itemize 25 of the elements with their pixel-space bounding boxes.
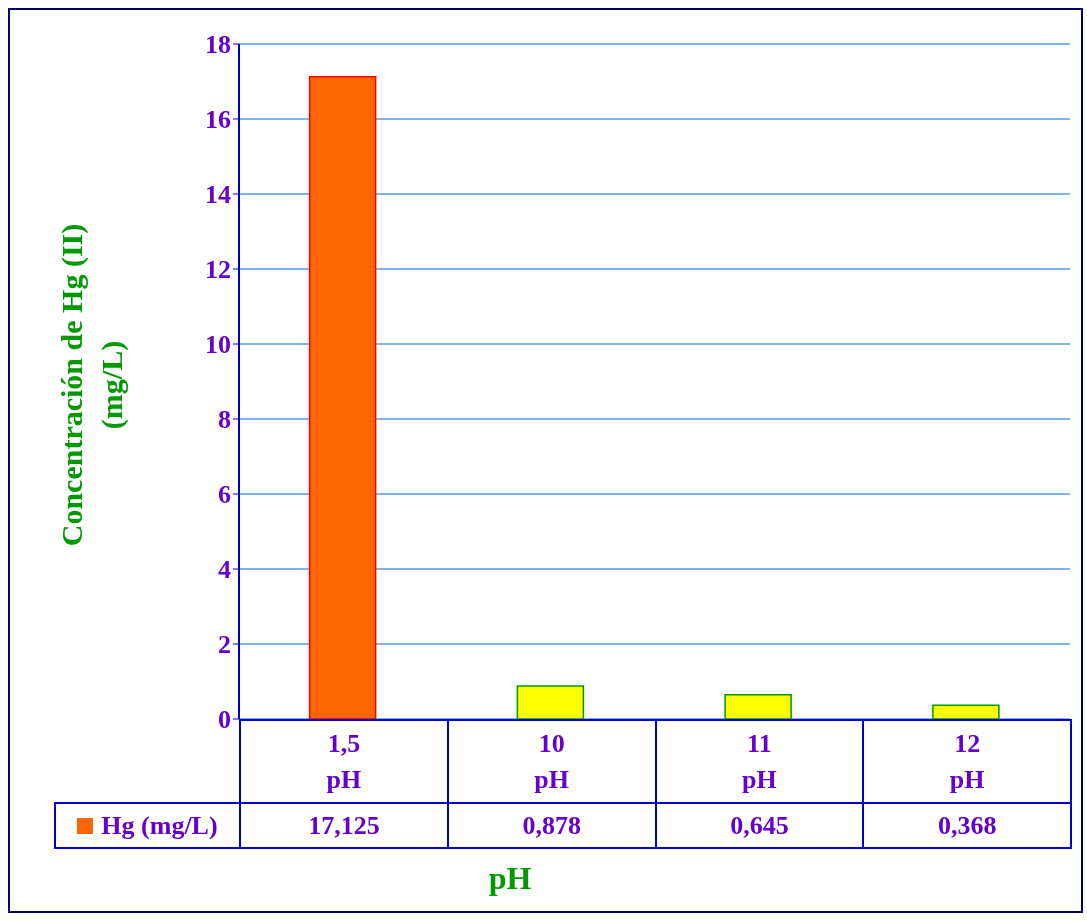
y-tick-label: 2 (218, 630, 231, 660)
y-tick-label: 12 (205, 255, 231, 285)
y-tick-label: 14 (205, 180, 231, 210)
x-axis-title: pH (487, 860, 533, 897)
x-tick-label: 12 pH (949, 727, 985, 796)
data-label: 17,125 (239, 802, 449, 849)
bar (932, 704, 1000, 719)
y-axis-title: Concentración de Hg (II) (mg/L) (54, 222, 129, 549)
y-tick-label: 18 (205, 30, 231, 60)
y-tick-label: 6 (218, 480, 231, 510)
x-tick-label: 11 pH (742, 727, 777, 796)
x-tick-label: 10 pH (534, 727, 569, 796)
data-label: 0,368 (862, 802, 1072, 849)
bar (516, 685, 585, 719)
x-tick-label: 1,5 pH (326, 727, 362, 796)
y-tick-label: 8 (218, 405, 231, 435)
data-label: 0,645 (654, 802, 865, 849)
y-tick-label: 4 (218, 555, 231, 585)
bar (308, 76, 377, 719)
data-label: 0,878 (446, 802, 657, 849)
y-tick-label: 0 (218, 705, 231, 735)
y-tick-label: 16 (205, 105, 231, 135)
legend-label: Hg (mg/L) (101, 809, 218, 842)
bar (724, 694, 792, 719)
y-tick-label: 10 (205, 330, 231, 360)
